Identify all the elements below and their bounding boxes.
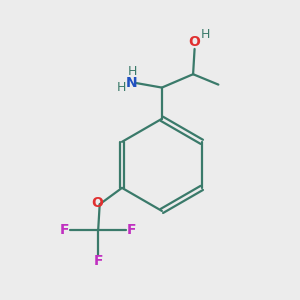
Text: F: F [94, 254, 103, 268]
Text: H: H [128, 65, 137, 78]
Text: F: F [60, 223, 69, 236]
Text: N: N [125, 76, 137, 89]
Text: O: O [189, 34, 200, 49]
Text: H: H [117, 81, 127, 94]
Text: H: H [201, 28, 211, 41]
Text: F: F [127, 223, 136, 236]
Text: O: O [91, 196, 103, 210]
